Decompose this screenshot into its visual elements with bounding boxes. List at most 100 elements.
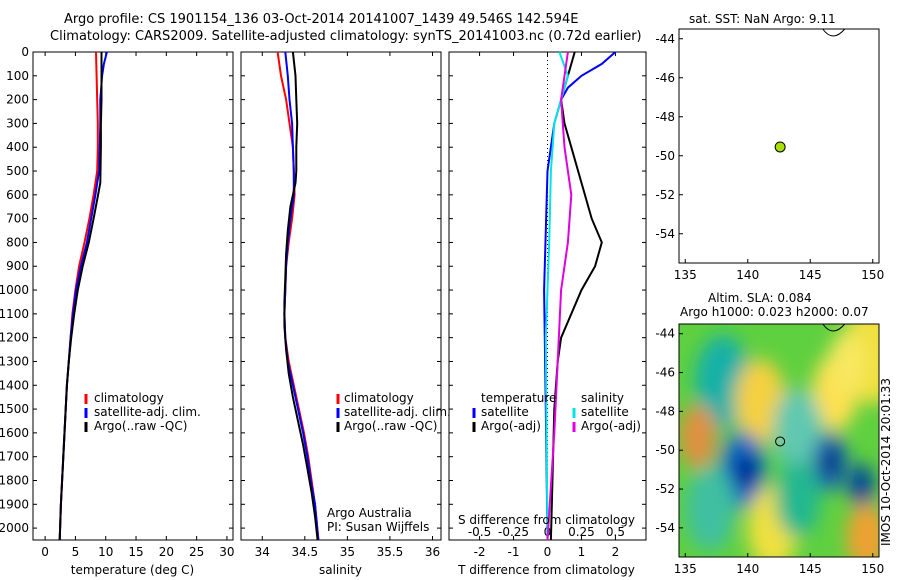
- diff-legend-s-satellite: satellite: [581, 405, 629, 419]
- sla-map-field-blob: [849, 463, 874, 507]
- sla-map-field-blob: [846, 503, 879, 557]
- sal-legend-argo: Argo(..raw -QC): [344, 419, 438, 433]
- depth-tick-label: 100: [6, 69, 29, 83]
- sla-map-argo-marker: [775, 436, 786, 447]
- sst-map-xtick-label: 150: [861, 268, 884, 282]
- sla-map-field-blob: [821, 446, 839, 477]
- salinity-xlabel: salinity: [318, 563, 363, 577]
- sla-map-subtitle: Argo h1000: 0.023 h2000: 0.07: [680, 305, 869, 319]
- temp-xtick-label: 20: [159, 545, 174, 559]
- diff-s-xtick-label: 0.25: [568, 525, 595, 539]
- diff-xtick-label: 2: [612, 545, 620, 559]
- depth-tick-label: 2000: [0, 521, 29, 535]
- sla-map-ytick-label: -44: [655, 327, 675, 341]
- depth-tick-label: 900: [6, 259, 29, 273]
- sst-map-ytick-label: -54: [655, 227, 675, 241]
- sal-xtick-label: 34: [255, 545, 270, 559]
- sal-legend-satellite: satellite-adj. clim.: [344, 405, 451, 419]
- sal-xtick-label: 35.5: [377, 545, 404, 559]
- sla-map-ytick-label: -48: [655, 404, 675, 418]
- diff-legend-t-argo: Argo(-adj): [481, 419, 541, 433]
- diff-xtick-label: -2: [474, 545, 486, 559]
- sal-xtick-label: 34.5: [291, 545, 318, 559]
- diff-t-xlabel: T difference from climatology: [458, 563, 635, 577]
- temp-axes-frame: [32, 51, 234, 541]
- depth-tick-label: 1800: [0, 473, 29, 487]
- sla-side-label: IMOS 10-Oct-2014 20:01:33: [879, 377, 893, 546]
- depth-tick-label: 1500: [0, 402, 29, 416]
- sal-xtick-label: 35: [340, 545, 355, 559]
- sla-map-field: [679, 324, 879, 557]
- sla-map-field-blob: [829, 330, 867, 395]
- sal-annotation-line1: Argo Australia: [327, 506, 412, 520]
- depth-tick-label: 1600: [0, 426, 29, 440]
- temp-series-argo-raw-qc-: [58, 52, 103, 541]
- sla-map-frame: [678, 323, 880, 558]
- temp-xtick-label: 10: [98, 545, 113, 559]
- temp-xtick-label: 0: [41, 545, 49, 559]
- depth-tick-label: 600: [6, 188, 29, 202]
- sal-annotation-line2: PI: Susan Wijffels: [327, 520, 430, 534]
- temp-legend-satellite: satellite-adj. clim.: [94, 405, 201, 419]
- sla-map-ytick-label: -54: [655, 521, 675, 535]
- sla-map-title: Altim. SLA: 0.084: [708, 291, 812, 305]
- sal-series-argo-raw-qc-: [283, 51, 319, 541]
- sla-map-field-blobs: [679, 324, 879, 557]
- temp-legend-argo: Argo(..raw -QC): [94, 419, 188, 433]
- diff-xtick-label: 1: [578, 545, 586, 559]
- sla-map-field-blob: [734, 452, 757, 491]
- depth-tick-label: 1100: [0, 307, 29, 321]
- sst-map-xtick-label: 145: [799, 268, 822, 282]
- sst-map-ytick-label: -44: [655, 32, 675, 46]
- sst-map-xtick-label: 140: [736, 268, 759, 282]
- diff-s-xtick-label: -0.5: [468, 525, 491, 539]
- sla-map-ytick-label: -52: [655, 482, 675, 496]
- header-line-1: Argo profile: CS 1901154_136 03-Oct-2014…: [64, 12, 579, 27]
- temp-xtick-label: 30: [219, 545, 234, 559]
- depth-tick-label: 1900: [0, 497, 29, 511]
- depth-tick-label: 1700: [0, 450, 29, 464]
- sst-map-argo-marker: [774, 141, 786, 153]
- sla-map-ytick-label: -50: [655, 443, 675, 457]
- diff-legend-t-satellite: satellite: [481, 405, 529, 419]
- diff-series-argo-adj-: [546, 51, 573, 541]
- diff-series-satellite: [544, 51, 569, 541]
- depth-tick-label: 0: [21, 45, 29, 59]
- diff-legend-temperature-header: temperature: [481, 391, 557, 405]
- depth-tick-label: 1300: [0, 354, 29, 368]
- sst-map-xtick-label: 135: [674, 268, 697, 282]
- sla-map-ytick-label: -46: [655, 366, 675, 380]
- depth-tick-label: 300: [6, 116, 29, 130]
- diff-s-xtick-label: -0.25: [498, 525, 529, 539]
- temp-legend-climatology: climatology: [94, 391, 164, 405]
- sst-map-ytick-label: -48: [655, 110, 675, 124]
- sst-map-frame: [678, 28, 880, 264]
- diff-legend-s-argo: Argo(-adj): [581, 419, 641, 433]
- sla-map-xtick-label: 140: [736, 562, 759, 576]
- sla-map-xtick-label: 150: [861, 562, 884, 576]
- depth-tick-label: 500: [6, 164, 29, 178]
- temp-xtick-label: 15: [128, 545, 143, 559]
- diff-xtick-label: -1: [508, 545, 520, 559]
- sla-map-field-blob: [775, 460, 821, 538]
- sla-map-field-blob: [772, 388, 823, 474]
- depth-tick-label: 1000: [0, 283, 29, 297]
- temp-xtick-label: 5: [72, 545, 80, 559]
- sla-map-field-blob: [735, 358, 786, 445]
- sla-map-field-blob: [685, 465, 736, 552]
- header-line-2: Climatology: CARS2009. Satellite-adjuste…: [50, 29, 642, 44]
- depth-tick-label: 1200: [0, 331, 29, 345]
- temperature-xlabel: temperature (deg C): [70, 563, 195, 577]
- sla-map-xtick-label: 145: [799, 562, 822, 576]
- sst-map-ytick-label: -50: [655, 149, 675, 163]
- temp-xtick-label: 25: [189, 545, 204, 559]
- diff-legend-salinity-header: salinity: [581, 391, 625, 405]
- depth-tick-label: 800: [6, 235, 29, 249]
- sla-map-coastline: [822, 323, 846, 332]
- diff-s-xtick-label: 0.5: [606, 525, 625, 539]
- sla-map-field-blob: [679, 404, 717, 469]
- depth-tick-label: 200: [6, 93, 29, 107]
- sst-map-group: 135 140 145 150 -44 -46 -48 -50 -52 -54: [655, 28, 884, 282]
